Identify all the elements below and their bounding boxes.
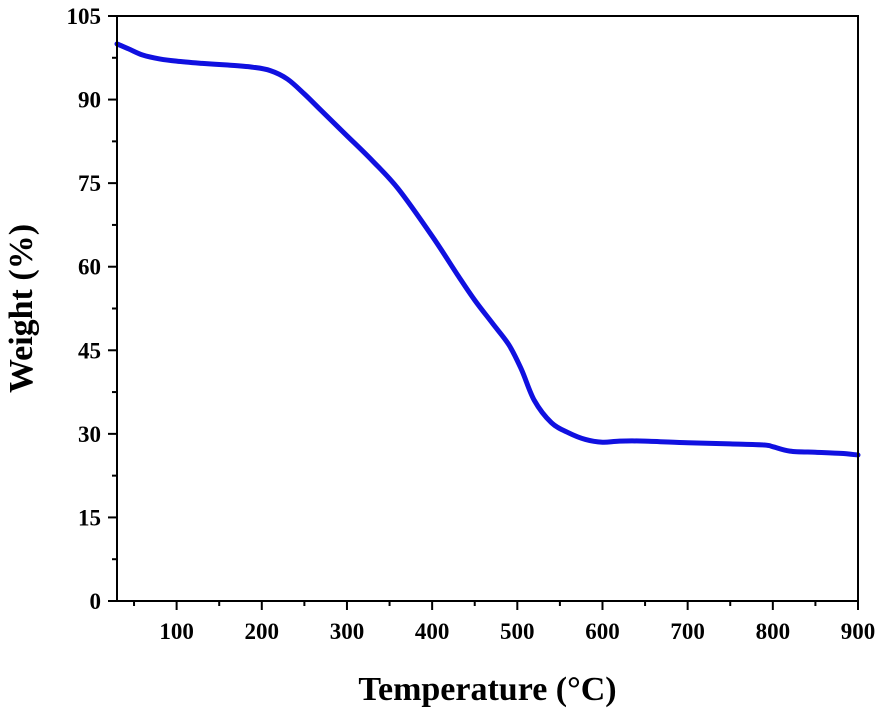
x-tick-label: 900 xyxy=(841,619,876,644)
y-tick-label: 30 xyxy=(78,422,101,447)
y-axis-title: Weight (%) xyxy=(3,224,40,393)
y-tick-label: 90 xyxy=(78,88,101,113)
y-tick-label: 105 xyxy=(67,4,102,29)
y-tick-label: 60 xyxy=(78,255,101,280)
weight-loss-curve xyxy=(114,41,861,458)
tick-labels: 100 200 300 400 500 600 700 800 900 0 15 30 45 60 75 90… xyxy=(67,4,876,644)
x-tick-label: 700 xyxy=(670,619,705,644)
x-tick-label: 100 xyxy=(159,619,194,644)
x-tick-label: 500 xyxy=(500,619,535,644)
x-tick-label: 800 xyxy=(756,619,791,644)
x-tick-label: 600 xyxy=(585,619,620,644)
y-tick-label: 0 xyxy=(90,589,102,614)
y-tick-label: 75 xyxy=(78,171,101,196)
y-tick-label: 45 xyxy=(78,338,101,363)
x-tick-label: 300 xyxy=(330,619,365,644)
y-tick-label: 15 xyxy=(78,505,101,530)
x-tick-label: 200 xyxy=(245,619,280,644)
plot-frame xyxy=(116,15,859,602)
x-axis-title: Temperature (°C) xyxy=(358,671,616,708)
x-tick-label: 400 xyxy=(415,619,450,644)
